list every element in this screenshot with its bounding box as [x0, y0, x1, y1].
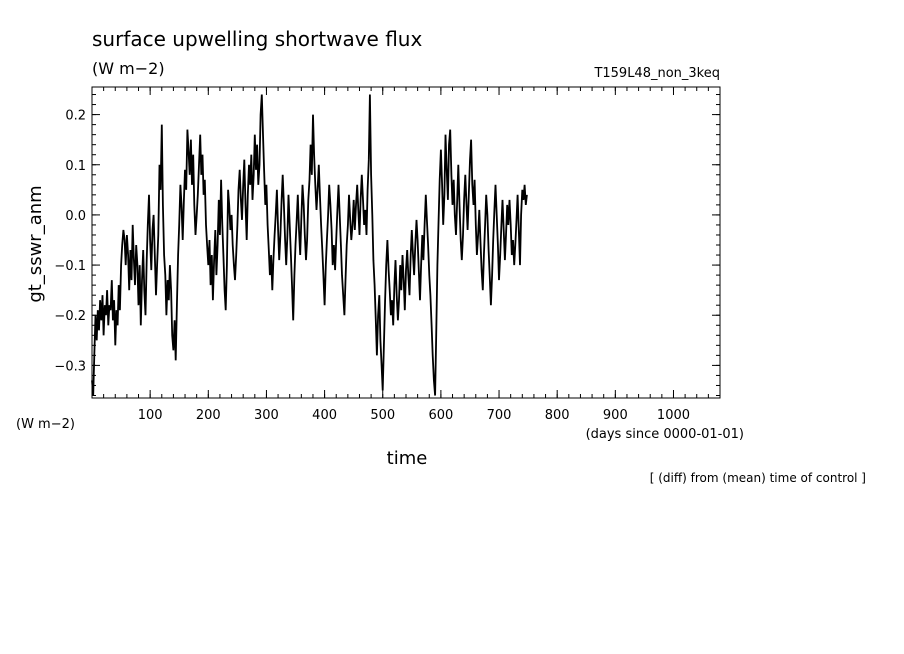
- y-tick-label: −0.2: [54, 309, 86, 324]
- run-name-label: T159L48_non_3keq: [593, 66, 720, 81]
- x-tick-label: 900: [603, 408, 628, 423]
- x-tick-label: 100: [138, 408, 163, 423]
- y-axis-units-label: (W m−2): [16, 417, 75, 432]
- x-tick-label: 300: [254, 408, 279, 423]
- x-tick-label: 1000: [657, 408, 690, 423]
- plot-frame: [91, 86, 721, 399]
- x-axis-ticks: 100 200 300 400 500 600 700 800 900 1000: [138, 87, 690, 423]
- chart-title: surface upwelling shortwave flux: [92, 27, 422, 51]
- y-axis-ticks: −0.3 −0.2 −0.1 0.0 0.1 0.2: [54, 109, 720, 374]
- y-tick-label: −0.1: [54, 259, 86, 274]
- y-tick-label: 0.2: [65, 109, 86, 124]
- x-tick-label: 500: [370, 408, 395, 423]
- x-tick-label: 700: [487, 408, 512, 423]
- y-tick-label: −0.3: [54, 359, 86, 374]
- x-tick-label: 600: [428, 408, 453, 423]
- y-tick-label: 0.1: [65, 159, 86, 174]
- minor-ticks: [92, 87, 720, 398]
- plot-area: 100 200 300 400 500 600 700 800 900 1000 −0.3 −0.2…: [54, 86, 721, 423]
- x-axis-label: time: [387, 448, 428, 469]
- x-tick-label: 800: [545, 408, 570, 423]
- comparison-note: [ (diff) from (mean) time of control ]: [650, 471, 866, 485]
- series-line-gt-sswr-anm: [91, 94, 528, 396]
- x-axis-units-label: (days since 0000-01-01): [586, 427, 744, 442]
- y-axis-label: gt_sswr_anm: [25, 185, 46, 302]
- y-tick-label: 0.0: [65, 209, 86, 224]
- chart-units: (W m−2): [92, 59, 165, 78]
- x-tick-label: 400: [312, 408, 337, 423]
- x-tick-label: 200: [196, 408, 221, 423]
